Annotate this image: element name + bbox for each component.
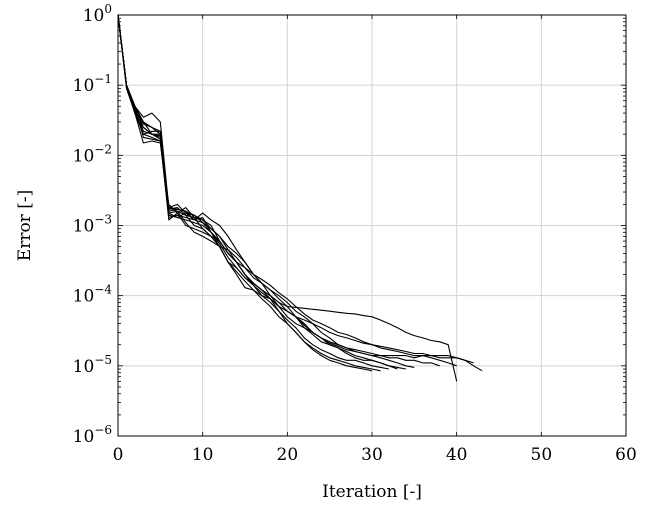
x-tick-labels: 0 10 20 30 40 50 60 [113, 445, 637, 465]
series-line [117, 14, 483, 372]
y-tick-label: 10−1 [73, 72, 112, 96]
y-tick-label: 10−6 [73, 423, 112, 447]
series-line [117, 14, 440, 367]
series-line [117, 14, 398, 370]
x-tick-label: 60 [615, 445, 637, 465]
x-tick-label: 10 [192, 445, 214, 465]
x-tick-label: 0 [113, 445, 124, 465]
x-tick-label: 50 [531, 445, 553, 465]
x-tick-label: 30 [361, 445, 383, 465]
series-line [117, 14, 390, 370]
y-tick-label: 10−3 [73, 213, 112, 237]
y-tick-label: 10−2 [73, 142, 112, 166]
series-group [117, 14, 483, 382]
y-axis-label: Error [-] [15, 190, 35, 261]
series-line [117, 14, 474, 364]
y-tick-labels: 10−6 10−5 10−4 10−3 10−2 10−1 100 [73, 2, 113, 447]
series-line [117, 14, 373, 372]
x-axis-label: Iteration [-] [322, 482, 422, 502]
y-tick-label: 100 [83, 2, 112, 26]
y-tick-label: 10−5 [73, 353, 112, 377]
y-tick-label: 10−4 [73, 283, 113, 307]
series-line [117, 14, 415, 368]
x-tick-label: 40 [446, 445, 468, 465]
series-line [117, 14, 381, 372]
x-tick-label: 20 [277, 445, 299, 465]
tick-marks [117, 14, 627, 437]
